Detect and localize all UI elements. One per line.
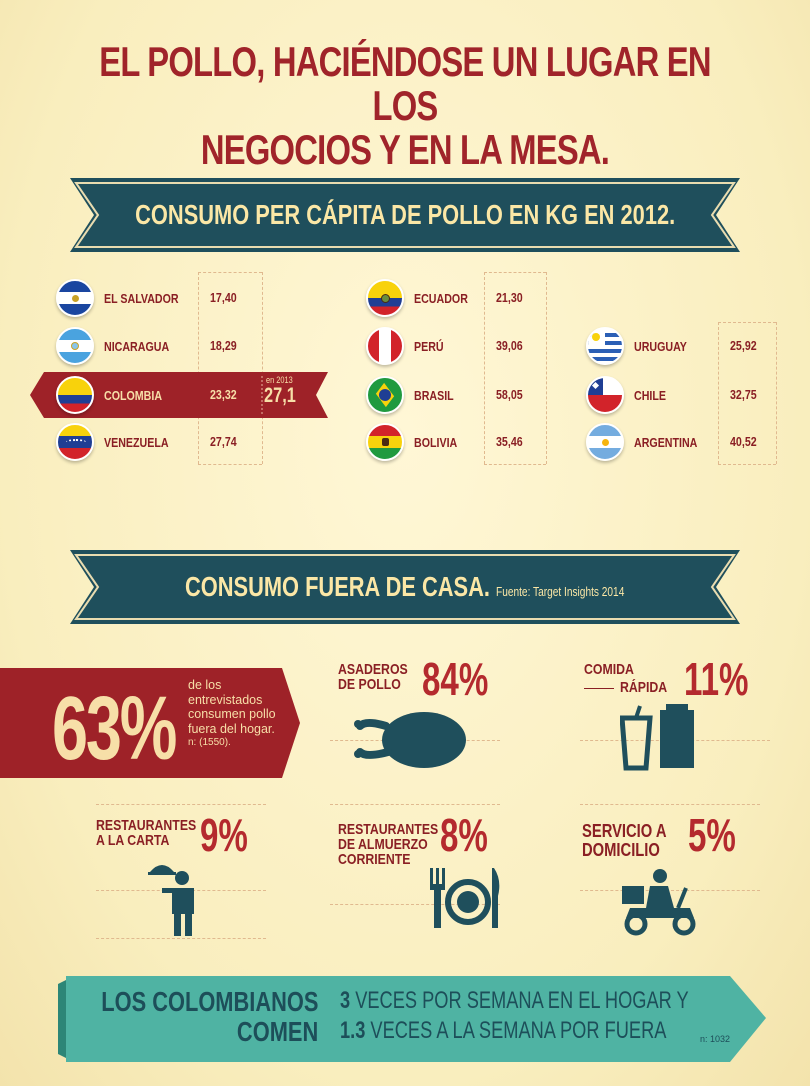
chile-flag <box>586 376 624 414</box>
main-stat-block <box>0 668 300 778</box>
title-line-1: EL POLLO, HACIÉNDOSE UN LUGAR EN LOS <box>99 38 711 129</box>
colombia-2013-label: en 2013 <box>266 375 293 385</box>
main-stat-description: de los entrevistados consumen pollo fuer… <box>188 678 298 751</box>
uruguay-flag <box>586 327 624 365</box>
carta-label: RESTAURANTES A LA CARTA <box>96 818 196 848</box>
country-name: CHILE <box>634 387 666 403</box>
colombia-flag <box>56 376 94 414</box>
country-row-nicaragua: NICARAGUA <box>56 324 194 368</box>
carta-label-line: RESTAURANTES <box>96 817 197 834</box>
country-name: NICARAGUA <box>104 338 170 354</box>
almuerzo-label-line: DE ALMUERZO <box>338 836 428 853</box>
band-sample: n: 1032 <box>700 1034 731 1044</box>
country-name: ARGENTINA <box>634 434 698 450</box>
carta-pct: 9% <box>200 809 248 861</box>
band-label-line-1: LOS COLOMBIANOS <box>100 986 318 1017</box>
domicilio-pct: 5% <box>688 809 736 861</box>
band-outside-text: VECES A LA SEMANA POR FUERA <box>365 1017 667 1044</box>
country-name: PERÚ <box>414 338 444 354</box>
per-capita-banner-text: CONSUMO PER CÁPITA DE POLLO EN KG EN 201… <box>134 199 676 230</box>
delivery-scooter-icon <box>622 869 696 936</box>
band-home-text: VECES POR SEMANA EN EL HOGAR Y <box>350 987 689 1014</box>
country-value: 27,74 <box>210 434 237 449</box>
country-name: ECUADOR <box>414 290 468 306</box>
band-outside-line: 1.3 VECES A LA SEMANA POR FUERA <box>340 1018 666 1044</box>
main-stat-sample: n: (1550). <box>188 737 231 748</box>
band-outside-number: 1.3 <box>340 1017 366 1044</box>
country-value: 18,29 <box>210 338 237 353</box>
country-name: URUGUAY <box>634 338 687 354</box>
page-title: EL POLLO, HACIÉNDOSE UN LUGAR EN LOS NEG… <box>0 40 810 172</box>
country-value: 25,92 <box>730 338 757 353</box>
country-name: COLOMBIA <box>104 387 163 403</box>
title-line-2: NEGOCIOS Y EN LA MESA. <box>200 126 610 173</box>
country-row-brasil: BRASIL <box>366 373 504 417</box>
almuerzo-label: RESTAURANTES DE ALMUERZO CORRIENTE <box>338 822 438 867</box>
ecuador-flag <box>366 279 404 317</box>
country-name: BRASIL <box>414 387 454 403</box>
country-row-el-salvador: EL SALVADOR <box>56 276 194 320</box>
country-name: VENEZUELA <box>104 434 169 450</box>
colombia-2013-value: 27,1 <box>264 384 296 407</box>
outside-consumption-banner: CONSUMO FUERA DE CASA. Fuente: Target In… <box>70 550 740 624</box>
main-stat-desc-line: entrevistados <box>188 692 263 707</box>
el-salvador-flag <box>56 279 94 317</box>
brasil-flag <box>366 376 404 414</box>
bolivia-flag <box>366 423 404 461</box>
country-value: 17,40 <box>210 290 237 305</box>
almuerzo-label-line: RESTAURANTES <box>338 821 439 838</box>
peru-flag <box>366 327 404 365</box>
country-row-chile: CHILE <box>586 373 724 417</box>
source-text: Fuente: Target Insights 2014 <box>496 584 625 599</box>
asaderos-label: ASADEROS DE POLLO <box>338 662 408 692</box>
plate-cutlery-icon <box>430 868 500 928</box>
carta-label-line: A LA CARTA <box>96 832 170 849</box>
domicilio-label-line: DOMICILIO <box>582 840 660 860</box>
comida-label-line-2: RÁPIDA <box>620 679 668 696</box>
nicaragua-flag <box>56 327 94 365</box>
country-value: 21,30 <box>496 290 523 305</box>
country-row-bolivia: BOLIVIA <box>366 420 504 464</box>
almuerzo-label-line: CORRIENTE <box>338 851 411 868</box>
main-stat-desc-line: de los <box>188 678 222 692</box>
argentina-flag <box>586 423 624 461</box>
venezuela-flag <box>56 423 94 461</box>
domicilio-label: SERVICIO A DOMICILIO <box>582 822 666 860</box>
weekly-consumption-band <box>58 976 766 1062</box>
country-row-colombia: COLOMBIA <box>56 373 194 417</box>
band-home-number: 3 <box>340 987 351 1014</box>
main-stat-desc-line: fuera del hogar. <box>188 721 275 736</box>
country-row-uruguay: URUGUAY <box>586 324 724 368</box>
main-stat-desc-line: consumen pollo <box>188 707 276 721</box>
outside-consumption-banner-text: CONSUMO FUERA DE CASA. <box>185 571 491 602</box>
asaderos-pct: 84% <box>422 653 489 705</box>
waiter-icon <box>148 865 194 936</box>
country-row-colombia-highlight <box>30 372 328 418</box>
country-value: 32,75 <box>730 387 757 402</box>
country-value: 40,52 <box>730 434 757 449</box>
country-value: 39,06 <box>496 338 523 353</box>
comida-label-line-1: COMIDA <box>584 661 634 678</box>
country-value: 35,46 <box>496 434 523 449</box>
band-label-line-2: COMEN <box>236 1016 318 1047</box>
country-row-argentina: ARGENTINA <box>586 420 724 464</box>
roast-chicken-icon <box>354 712 466 768</box>
country-name: BOLIVIA <box>414 434 458 450</box>
domicilio-label-line: SERVICIO A <box>582 821 667 841</box>
fast-food-icon <box>620 704 694 771</box>
per-capita-banner: CONSUMO PER CÁPITA DE POLLO EN KG EN 201… <box>70 178 740 252</box>
country-row-ecuador: ECUADOR <box>366 276 504 320</box>
band-home-line: 3 VECES POR SEMANA EN EL HOGAR Y <box>340 988 689 1014</box>
asaderos-label-line: ASADEROS <box>338 661 408 678</box>
country-row-peru: PERÚ <box>366 324 504 368</box>
almuerzo-pct: 8% <box>440 809 488 861</box>
country-row-venezuela: VENEZUELA <box>56 420 194 464</box>
comida-pct: 11% <box>684 653 749 705</box>
country-value: 23,32 <box>210 387 237 402</box>
country-value: 58,05 <box>496 387 523 402</box>
main-stat-value: 63% <box>52 679 177 779</box>
country-name: EL SALVADOR <box>104 290 179 306</box>
asaderos-label-line: DE POLLO <box>338 676 401 693</box>
